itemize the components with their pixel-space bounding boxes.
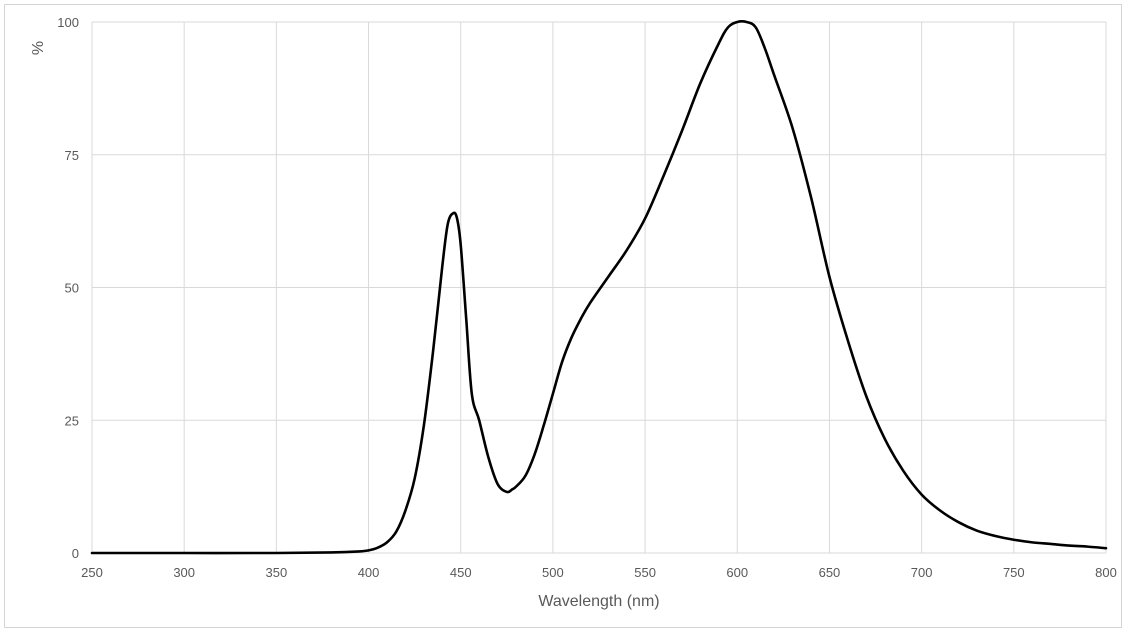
y-tick-label: 75: [65, 148, 79, 163]
chart-frame: [4, 4, 1122, 628]
y-tick-label: 0: [72, 546, 79, 561]
tick-labels: 250 300 350 400 450 500 550 600 650 700 750 800 0 25 5…: [57, 15, 1117, 580]
x-tick-label: 750: [1003, 565, 1025, 580]
x-tick-label: 400: [358, 565, 380, 580]
y-tick-label: 100: [57, 15, 79, 30]
y-axis-title: %: [30, 41, 47, 55]
spectrum-line: [90, 20, 1108, 555]
x-tick-label: 550: [634, 565, 656, 580]
x-tick-label: 500: [542, 565, 564, 580]
x-tick-label: 800: [1095, 565, 1117, 580]
x-tick-label: 700: [911, 565, 933, 580]
x-tick-label: 600: [726, 565, 748, 580]
x-tick-label: 250: [81, 565, 103, 580]
x-tick-label: 450: [450, 565, 472, 580]
y-tick-label: 25: [65, 413, 79, 428]
x-tick-label: 350: [266, 565, 288, 580]
x-tick-label: 650: [819, 565, 841, 580]
x-tick-label: 300: [173, 565, 195, 580]
y-tick-label: 50: [65, 281, 79, 296]
grid: [91, 21, 1107, 554]
x-axis-title: Wavelength (nm): [538, 593, 659, 610]
